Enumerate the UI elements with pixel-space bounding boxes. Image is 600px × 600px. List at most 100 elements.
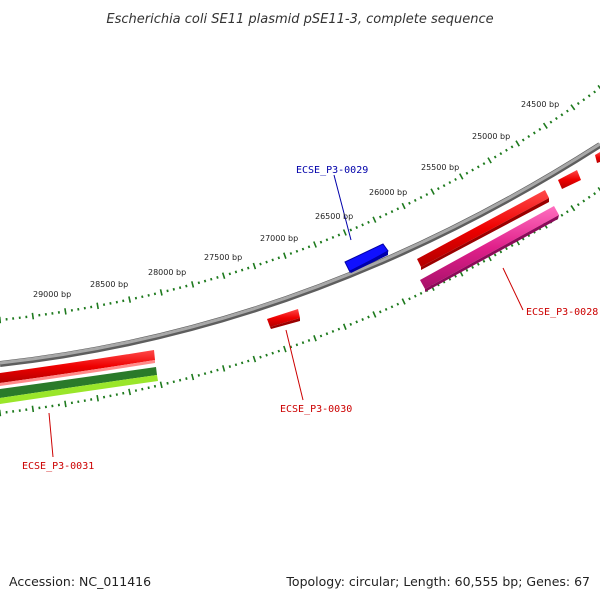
backbone <box>0 142 600 365</box>
minor-tick <box>355 320 359 324</box>
minor-tick <box>419 195 423 200</box>
minor-tick <box>576 203 580 207</box>
minor-tick <box>289 252 293 255</box>
minor-tick <box>582 199 586 203</box>
minor-tick <box>172 380 175 384</box>
minor-tick <box>587 94 591 98</box>
minor-tick <box>141 295 144 299</box>
minor-tick <box>259 262 262 266</box>
minor-tick <box>197 373 200 377</box>
minor-tick <box>277 256 281 260</box>
gene-label-0030[interactable]: ECSE_P3-0030 <box>280 404 352 415</box>
major-tick <box>159 381 163 389</box>
major-tick <box>372 216 377 223</box>
gene-ecse-p3-0030[interactable] <box>267 309 300 329</box>
major-tick <box>430 188 435 195</box>
minor-tick <box>331 235 335 239</box>
gene-label-0029[interactable]: ECSE_P3-0029 <box>296 165 368 176</box>
minor-tick <box>203 372 207 376</box>
minor-tick <box>425 193 429 197</box>
minor-tick <box>337 327 341 331</box>
minor-tick <box>295 249 299 253</box>
minor-tick <box>510 243 514 247</box>
major-tick <box>31 405 35 413</box>
minor-tick <box>240 361 244 365</box>
gene-ecse-p3-0029[interactable] <box>344 243 389 273</box>
tick-label: 24500 bp <box>521 100 559 109</box>
minor-tick <box>122 391 125 395</box>
minor-tick <box>471 265 474 269</box>
minor-tick <box>295 343 299 347</box>
minor-tick <box>378 215 382 219</box>
gene-red-forward-1[interactable] <box>417 190 549 270</box>
minor-tick <box>493 253 497 257</box>
minor-tick <box>390 210 394 214</box>
major-tick <box>597 186 600 192</box>
major-tick <box>221 272 226 279</box>
minor-tick <box>134 389 138 392</box>
minor-tick <box>271 258 274 262</box>
minor-tick <box>349 322 353 326</box>
minor-tick <box>319 334 323 338</box>
major-tick <box>542 122 548 129</box>
minor-tick <box>331 329 335 333</box>
minor-tick <box>166 381 169 385</box>
gene-red-edge-right[interactable] <box>595 152 600 163</box>
tick-label: 26000 bp <box>369 188 407 197</box>
minor-tick <box>147 386 150 390</box>
gene-red-left[interactable] <box>0 350 155 386</box>
minor-tick <box>210 277 213 281</box>
major-tick <box>570 205 576 212</box>
minor-tick <box>437 187 440 191</box>
minor-tick <box>565 109 569 113</box>
minor-tick <box>307 339 311 342</box>
major-tick <box>459 173 464 180</box>
gene-ecse-p3-0028[interactable] <box>420 206 559 292</box>
tick-label: 28000 bp <box>148 268 186 277</box>
minor-tick <box>301 247 305 251</box>
minor-tick <box>527 135 531 138</box>
major-tick <box>342 229 347 236</box>
minor-tick <box>384 307 388 311</box>
major-tick <box>342 323 347 330</box>
major-tick <box>313 241 317 248</box>
minor-tick <box>134 296 138 300</box>
gene-label-0028[interactable]: ECSE_P3-0028 <box>526 307 598 318</box>
minor-tick <box>355 226 359 229</box>
minor-tick <box>234 363 238 367</box>
gene-label-0031[interactable]: ECSE_P3-0031 <box>22 461 94 472</box>
major-tick <box>515 140 520 147</box>
minor-tick <box>396 207 400 211</box>
minor-tick <box>178 286 182 290</box>
major-tick <box>252 262 257 270</box>
minor-tick <box>349 228 353 232</box>
major-tick <box>570 104 576 111</box>
major-tick <box>96 302 99 310</box>
minor-tick <box>408 297 411 301</box>
minor-tick <box>172 287 175 291</box>
gene-red-small-right[interactable] <box>558 170 581 189</box>
callout-0028 <box>502 267 524 311</box>
inner-tick-ring <box>0 186 600 417</box>
minor-tick <box>384 212 388 216</box>
minor-tick <box>240 268 244 272</box>
minor-tick <box>413 198 417 202</box>
major-tick <box>96 394 99 402</box>
major-tick <box>159 289 163 296</box>
tick-label: 25500 bp <box>421 163 459 172</box>
minor-tick <box>271 351 274 355</box>
minor-tick <box>554 116 558 121</box>
minor-tick <box>593 192 597 196</box>
gene-ecse-p3-0031[interactable] <box>0 367 158 404</box>
minor-tick <box>367 220 370 224</box>
major-tick <box>191 373 195 381</box>
major-tick <box>252 355 257 363</box>
minor-tick <box>247 359 250 363</box>
minor-tick <box>319 240 323 244</box>
minor-tick <box>109 302 112 305</box>
major-tick <box>31 312 35 320</box>
tick-label: 27500 bp <box>204 253 242 262</box>
minor-tick <box>576 101 580 106</box>
